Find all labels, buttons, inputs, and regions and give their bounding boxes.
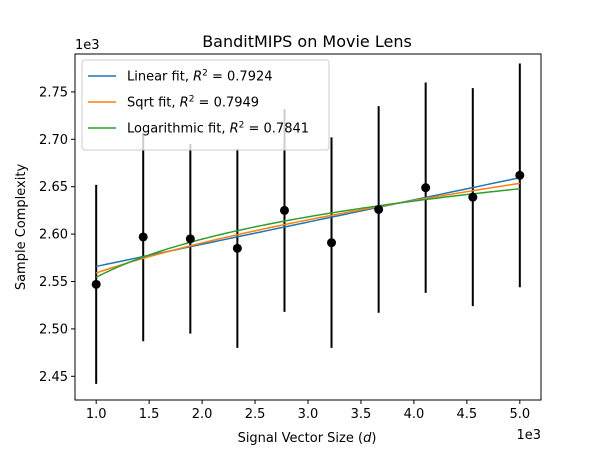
y-tick-label: 2.60: [39, 228, 68, 243]
x-axis-ticks: 1.0 1.5 2.0 2.5 3.0 3.5 4.0 4.5 5.0: [86, 400, 530, 422]
data-point: [468, 192, 478, 202]
x-tick-label: 2.5: [245, 407, 266, 422]
x-tick-label: 1.5: [139, 407, 160, 422]
data-point: [421, 183, 431, 193]
x-axis-label: Signal Vector Size (d): [238, 431, 377, 446]
x-tick-label: 2.0: [192, 407, 213, 422]
data-point: [327, 238, 337, 248]
x-tick-label: 3.0: [298, 407, 319, 422]
data-point: [91, 279, 101, 289]
legend-label-log: Logarithmic fit, R2 = 0.7841: [127, 121, 309, 137]
legend-box: [81, 59, 330, 151]
y-tick-label: 2.75: [39, 85, 68, 100]
y-axis-label: Sample Complexity: [14, 164, 29, 291]
y-axis-offset-label: 1e3: [75, 38, 100, 53]
y-axis-ticks: 2.45 2.50 2.55 2.60 2.65 2.70 2.75: [39, 85, 75, 385]
plot-content: [91, 63, 525, 384]
x-tick-label: 1.0: [86, 407, 107, 422]
log-fit-line: [95, 188, 520, 278]
x-tick-label: 4.5: [457, 407, 478, 422]
x-tick-label: 5.0: [509, 407, 530, 422]
y-tick-label: 2.55: [39, 275, 68, 290]
data-point: [185, 234, 195, 244]
chart-title: BanditMIPS on Movie Lens: [202, 32, 412, 51]
data-point: [138, 232, 148, 242]
legend: Linear fit, R2 = 0.7924 Sqrt fit, R2 = 0.…: [81, 59, 330, 151]
y-tick-label: 2.70: [39, 133, 68, 148]
data-point: [279, 205, 289, 215]
y-tick-label: 2.50: [39, 322, 68, 337]
data-point: [515, 170, 525, 180]
y-tick-label: 2.45: [39, 370, 68, 385]
x-tick-label: 3.5: [351, 407, 372, 422]
x-axis-offset-label: 1e3: [516, 428, 541, 443]
legend-label-sqrt: Sqrt fit, R2 = 0.7949: [127, 95, 259, 111]
x-tick-label: 4.0: [404, 407, 425, 422]
data-point: [374, 204, 384, 214]
data-point: [232, 243, 242, 253]
y-tick-label: 2.65: [39, 180, 68, 195]
sqrt-fit-line: [95, 182, 520, 274]
legend-label-linear: Linear fit, R2 = 0.7924: [127, 69, 273, 85]
